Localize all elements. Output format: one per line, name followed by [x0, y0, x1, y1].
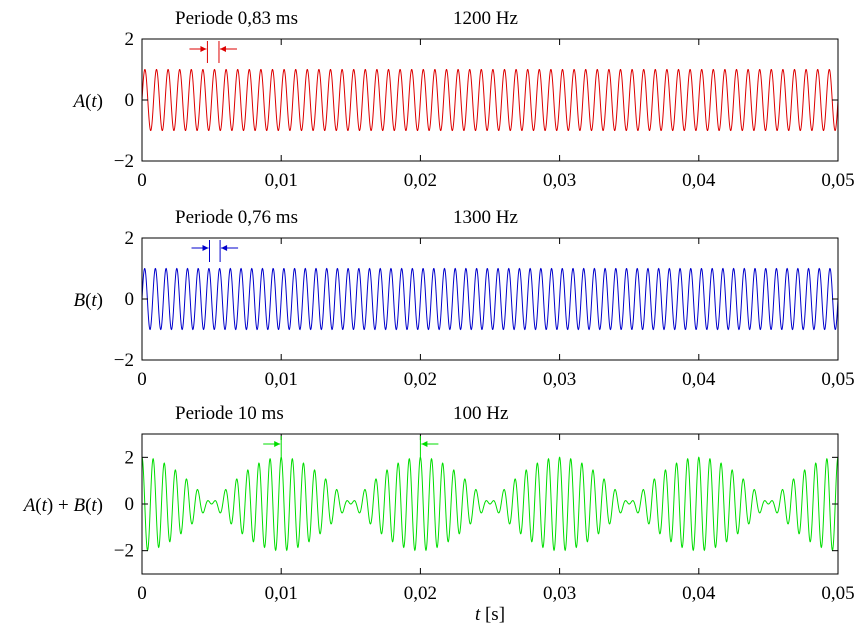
y-tick-label: −2 [114, 541, 134, 562]
x-tick-label: 0,05 [821, 369, 854, 390]
y-tick-label: 2 [125, 29, 135, 50]
x-tick-label: 0,02 [404, 369, 437, 390]
period-arrowhead-left [202, 245, 209, 251]
x-tick-label: 0,01 [265, 369, 298, 390]
y-axis-label: A(t) + B(t) [22, 495, 103, 516]
period-arrowhead-right [221, 245, 228, 251]
x-axis-label: t [s] [475, 604, 505, 625]
x-tick-label: 0,05 [821, 583, 854, 604]
period-arrowhead-left [274, 441, 281, 447]
x-tick-label: 0,03 [543, 369, 576, 390]
x-tick-label: 0,02 [404, 170, 437, 191]
x-tick-label: 0 [137, 369, 147, 390]
x-tick-label: 0,05 [821, 170, 854, 191]
y-tick-label: −2 [114, 350, 134, 371]
x-tick-label: 0,01 [265, 170, 298, 191]
frequency-annotation: 100 Hz [453, 403, 508, 424]
period-arrowhead-left [200, 46, 207, 52]
signal-line-3 [141, 456, 839, 552]
y-axis-label: B(t) [73, 290, 103, 311]
x-tick-label: 0,04 [682, 170, 716, 191]
period-arrowhead-right [219, 46, 226, 52]
x-tick-label: 0,02 [404, 583, 437, 604]
x-tick-label: 0,03 [543, 170, 576, 191]
x-tick-label: 0 [137, 583, 147, 604]
frequency-annotation: 1300 Hz [453, 207, 518, 228]
x-tick-label: 0,01 [265, 583, 298, 604]
x-tick-label: 0,04 [682, 369, 716, 390]
period-arrowhead-right [421, 441, 428, 447]
signal-line-2 [141, 267, 839, 331]
x-tick-label: 0,04 [682, 583, 716, 604]
y-axis-label: A(t) [71, 91, 103, 112]
y-tick-label: 0 [125, 90, 135, 111]
y-tick-label: 2 [125, 228, 135, 249]
signal-line-1 [141, 69, 839, 131]
period-annotation: Periode 0,83 ms [175, 8, 298, 29]
frequency-annotation: 1200 Hz [453, 8, 518, 29]
period-annotation: Periode 0,76 ms [175, 207, 298, 228]
y-tick-label: 2 [125, 447, 135, 468]
period-annotation: Periode 10 ms [175, 403, 284, 424]
y-tick-label: 0 [125, 494, 135, 515]
x-tick-label: 0,03 [543, 583, 576, 604]
y-tick-label: −2 [114, 151, 134, 172]
y-tick-label: 0 [125, 289, 135, 310]
x-tick-label: 0 [137, 170, 147, 191]
